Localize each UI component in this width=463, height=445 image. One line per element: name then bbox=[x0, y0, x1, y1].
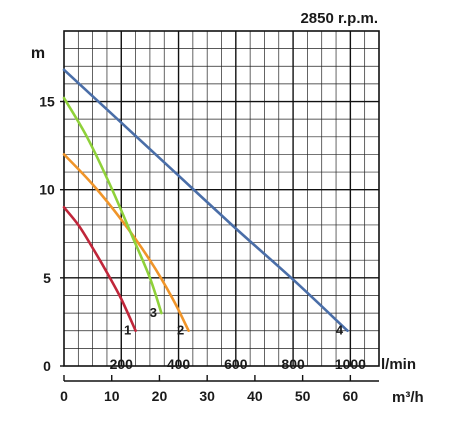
axes bbox=[60, 30, 380, 382]
x2-tick-label: 40 bbox=[247, 388, 263, 404]
y-tick-label: 0 bbox=[43, 358, 51, 374]
x2-axis-label: m³/h bbox=[392, 389, 424, 406]
x-tick-label: 400 bbox=[167, 356, 191, 372]
x-tick-label: 800 bbox=[281, 356, 305, 372]
series-label-2: 2 bbox=[177, 323, 184, 338]
series-lines bbox=[62, 68, 349, 332]
series-line-3 bbox=[62, 96, 163, 315]
series-line-2 bbox=[62, 153, 190, 332]
x-tick-label: 200 bbox=[110, 356, 134, 372]
y-tick-label: 15 bbox=[39, 94, 55, 110]
series-line-4 bbox=[62, 68, 349, 332]
x2-tick-label: 30 bbox=[199, 388, 215, 404]
x2-tick-label: 60 bbox=[343, 388, 359, 404]
series-label-1: 1 bbox=[124, 323, 131, 338]
y-tick-label: 10 bbox=[39, 182, 55, 198]
x2-tick-label: 0 bbox=[60, 388, 68, 404]
tick-labels: 0 5 10 15 200 400 600 800 1000 0 10 20 30 40 50 60 1 2 3 4 bbox=[39, 94, 366, 404]
plot-frame bbox=[63, 30, 380, 367]
x2-tick-label: 50 bbox=[295, 388, 311, 404]
x-tick-label: 600 bbox=[224, 356, 248, 372]
y-tick-label: 5 bbox=[43, 270, 51, 286]
series-label-4: 4 bbox=[336, 323, 344, 338]
chart-title: 2850 r.p.m. bbox=[300, 10, 378, 27]
x-axis-label: l/min bbox=[381, 356, 416, 373]
x2-tick-label: 10 bbox=[104, 388, 120, 404]
x-tick-label: 1000 bbox=[335, 356, 366, 372]
x2-tick-label: 20 bbox=[152, 388, 168, 404]
y-axis-label: m bbox=[31, 45, 45, 62]
series-line-1 bbox=[62, 206, 137, 332]
series-label-3: 3 bbox=[150, 305, 157, 320]
